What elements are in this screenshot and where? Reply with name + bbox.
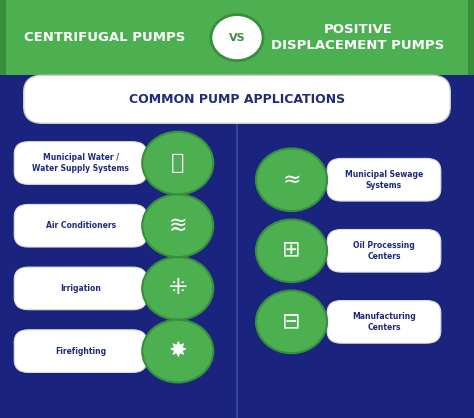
Text: ⌯: ⌯ (171, 153, 184, 173)
FancyBboxPatch shape (14, 142, 147, 184)
Text: ⊞: ⊞ (282, 241, 301, 261)
FancyBboxPatch shape (24, 75, 450, 123)
Circle shape (142, 257, 213, 320)
Text: Manufacturing
Centers: Manufacturing Centers (352, 312, 416, 332)
Circle shape (256, 219, 327, 282)
FancyBboxPatch shape (327, 229, 441, 272)
Text: POSITIVE
DISPLACEMENT PUMPS: POSITIVE DISPLACEMENT PUMPS (271, 23, 445, 52)
Text: Irrigation: Irrigation (60, 284, 101, 293)
FancyBboxPatch shape (14, 267, 147, 310)
Text: COMMON PUMP APPLICATIONS: COMMON PUMP APPLICATIONS (129, 93, 345, 106)
Circle shape (142, 132, 213, 194)
Text: Air Conditioners: Air Conditioners (46, 221, 116, 230)
FancyBboxPatch shape (14, 204, 147, 247)
Circle shape (256, 291, 327, 353)
FancyBboxPatch shape (468, 0, 474, 75)
FancyBboxPatch shape (0, 0, 474, 75)
Text: ⁜: ⁜ (168, 278, 187, 298)
FancyBboxPatch shape (0, 0, 6, 75)
FancyBboxPatch shape (14, 330, 147, 372)
FancyBboxPatch shape (327, 158, 441, 201)
Text: VS: VS (228, 33, 246, 43)
Circle shape (142, 194, 213, 257)
Text: Municipal Water /
Water Supply Systems: Municipal Water / Water Supply Systems (32, 153, 129, 173)
Circle shape (211, 15, 263, 61)
Text: ✸: ✸ (168, 341, 187, 361)
Text: Oil Processing
Centers: Oil Processing Centers (353, 241, 415, 261)
Text: Municipal Sewage
Systems: Municipal Sewage Systems (345, 170, 423, 190)
Text: ⊟: ⊟ (282, 312, 301, 332)
Circle shape (256, 148, 327, 211)
Circle shape (142, 320, 213, 382)
Text: Firefighting: Firefighting (55, 347, 106, 356)
Text: ≋: ≋ (168, 216, 187, 236)
Text: ≈: ≈ (282, 170, 301, 190)
FancyBboxPatch shape (327, 301, 441, 343)
Text: CENTRIFUGAL PUMPS: CENTRIFUGAL PUMPS (24, 31, 185, 44)
